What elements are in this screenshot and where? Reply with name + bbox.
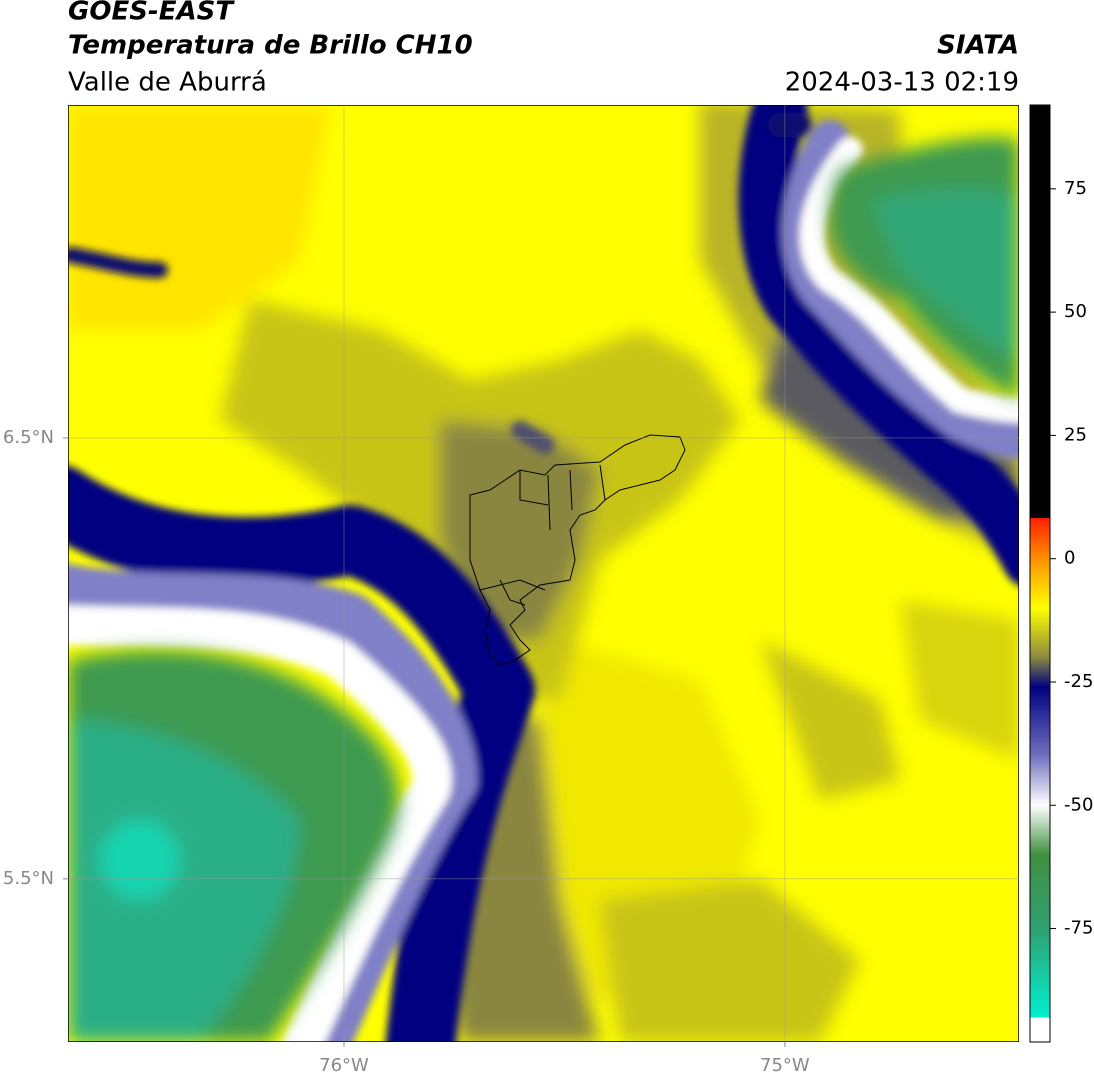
colorbar-tick-label: 0	[1064, 548, 1075, 569]
map-image	[68, 105, 1019, 1042]
colorbar-tick-label: -50	[1064, 794, 1093, 815]
timestamp: 2024-03-13 02:19	[785, 68, 1019, 98]
title: GOES-EAST	[68, 0, 235, 27]
y-tick-label: 5.5°N	[3, 868, 54, 889]
colorbar-tick-label: 75	[1064, 178, 1087, 199]
colorbar-tick-label: 50	[1064, 301, 1087, 322]
colorbar-tick-label: -75	[1064, 918, 1093, 939]
source: SIATA	[937, 31, 1019, 61]
colorbar-tick-label: -25	[1064, 671, 1093, 692]
colorbar-tick-label: 25	[1064, 424, 1087, 445]
x-tick-label: 76°W	[319, 1055, 369, 1076]
graticule: 76°W 75°W 6.5°N 5.5°N	[3, 105, 1019, 1076]
x-tick-label: 75°W	[760, 1055, 810, 1076]
subtitle: Temperatura de Brillo CH10	[68, 31, 473, 61]
colorbar	[1029, 104, 1051, 1043]
y-tick-label: 6.5°N	[3, 427, 54, 448]
region: Valle de Aburrá	[68, 68, 267, 98]
